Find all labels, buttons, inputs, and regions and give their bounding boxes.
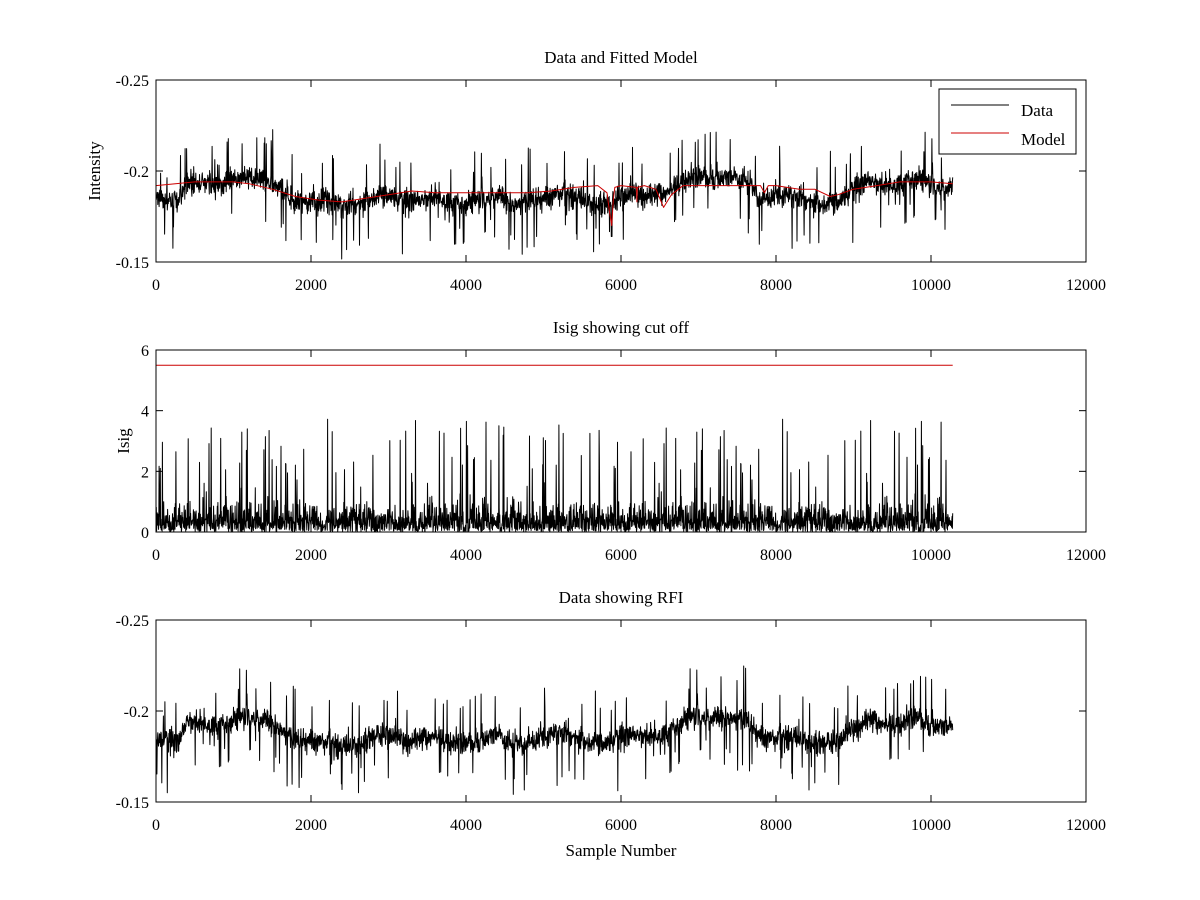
panel1-ytick-label: -0.25 (116, 73, 149, 90)
panel2-xtick-label: 8000 (760, 547, 792, 564)
panel1-legend: Data Model (938, 88, 1077, 155)
panel1-title: Data and Fitted Model (544, 48, 698, 67)
panel-isig-showing-cut-off: Isig showing cut off 0 2000 4000 6000 8000 10… (114, 318, 1106, 564)
panel2-ylabel: Isig (114, 428, 133, 454)
panel3-ytick-label: -0.25 (116, 613, 149, 630)
panel3-xtick-label: 12000 (1066, 817, 1106, 834)
panel3-ytick-label: -0.15 (116, 795, 149, 812)
panel2-ytick-label: 6 (141, 343, 149, 360)
panel2-xtick-label: 4000 (450, 547, 482, 564)
panel3-xtick-label: 4000 (450, 817, 482, 834)
panel2-ytick-label: 4 (141, 404, 149, 421)
panel2-xtick-label: 6000 (605, 547, 637, 564)
panel1-xtick-label: 6000 (605, 277, 637, 294)
panel1-ylabel: Intensity (85, 141, 104, 201)
panel2-ticks: 0 2000 4000 6000 8000 10000 12000 0 2 4 6 (141, 343, 1106, 564)
panel2-title: Isig showing cut off (553, 318, 689, 337)
panel3-title: Data showing RFI (559, 588, 684, 607)
panel2-xtick-label: 2000 (295, 547, 327, 564)
panel2-ytick-label: 0 (141, 525, 149, 542)
legend-model-label: Model (1021, 130, 1066, 149)
panel1-plot-area (155, 129, 954, 260)
panel1-xtick-label: 12000 (1066, 277, 1106, 294)
panel1-series-model (155, 181, 953, 227)
panel1-xtick-label: 0 (152, 277, 160, 294)
panel3-xtick-label: 10000 (911, 817, 951, 834)
panel2-plot-area (155, 364, 954, 533)
panel1-ytick-label: -0.2 (124, 164, 149, 181)
panel3-xtick-label: 0 (152, 817, 160, 834)
panel2-xtick-label: 10000 (911, 547, 951, 564)
panel2-xtick-label: 0 (152, 547, 160, 564)
panel2-ytick-label: 2 (141, 464, 149, 481)
panel-data-showing-rfi: Data showing RFI 0 2000 4000 6000 8000 10000 1… (116, 588, 1106, 860)
panel3-plot-area (155, 665, 954, 795)
panel-data-and-fitted-model: Data and Fitted Model 0 2000 4000 6000 8000 1… (85, 48, 1106, 294)
panel3-series-data (155, 665, 954, 795)
panel3-ytick-label: -0.2 (124, 704, 149, 721)
panel1-ticks: 0 2000 4000 6000 8000 10000 12000 -0.15 -0.2 -0.2… (116, 73, 1106, 294)
panel1-xtick-label: 10000 (911, 277, 951, 294)
panel3-xtick-label: 2000 (295, 817, 327, 834)
legend-data-label: Data (1021, 101, 1054, 120)
panel1-xtick-label: 8000 (760, 277, 792, 294)
panel2-series-isig (155, 418, 954, 533)
legend-box (938, 88, 1077, 155)
panel1-xtick-label: 2000 (295, 277, 327, 294)
panel1-series-data (155, 129, 954, 260)
panel2-xtick-label: 12000 (1066, 547, 1106, 564)
panel1-ytick-label: -0.15 (116, 255, 149, 272)
panel3-xlabel: Sample Number (566, 841, 677, 860)
panel3-ticks: 0 2000 4000 6000 8000 10000 12000 -0.15 -0.2 -0.2… (116, 613, 1106, 834)
panel1-xtick-label: 4000 (450, 277, 482, 294)
panel3-xtick-label: 8000 (760, 817, 792, 834)
panel3-xtick-label: 6000 (605, 817, 637, 834)
